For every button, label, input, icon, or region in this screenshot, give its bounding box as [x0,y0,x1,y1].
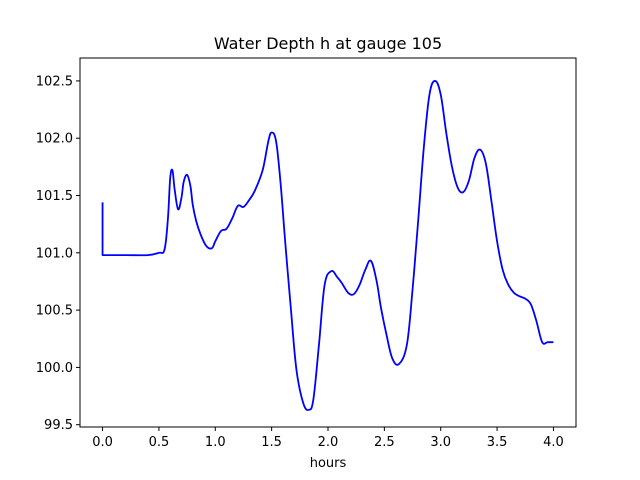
y-axis-ticks: 99.5 100.0 100.5 101.0 101.5 102.0 102.5 [36,74,80,433]
chart-title: Water Depth h at gauge 105 [214,34,442,53]
y-tick-label: 99.5 [44,418,73,433]
y-tick-label: 101.5 [36,189,73,204]
x-tick-label: 1.0 [205,435,226,450]
x-tick-label: 4.0 [543,435,564,450]
x-axis-label: hours [310,456,347,471]
x-tick-label: 2.0 [318,435,339,450]
y-tick-label: 100.5 [36,304,73,319]
y-tick-label: 101.0 [36,246,73,261]
x-tick-label: 0.0 [92,435,113,450]
y-tick-label: 102.0 [36,132,73,147]
y-tick-label: 102.5 [36,74,73,89]
x-tick-label: 0.5 [149,435,170,450]
series-line [101,80,554,411]
x-tick-label: 3.0 [430,435,451,450]
x-tick-label: 1.5 [261,435,282,450]
y-tick-label: 100.0 [36,361,73,376]
x-tick-label: 2.5 [374,435,395,450]
plot-frame [79,57,577,428]
x-axis-ticks: 0.0 0.5 1.0 1.5 2.0 2.5 3.0 3.5 4.0 [92,427,564,450]
x-tick-label: 3.5 [487,435,508,450]
